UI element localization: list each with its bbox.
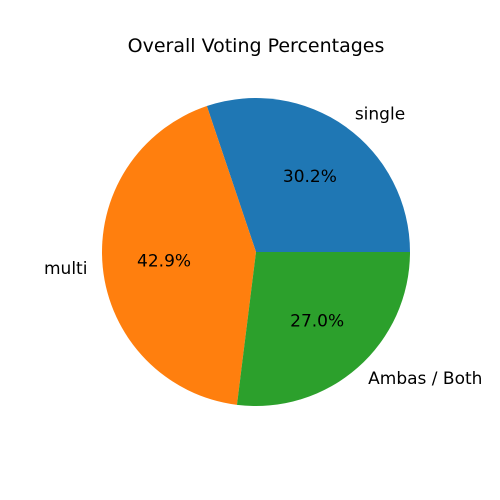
slice-percentage: 30.2%: [283, 167, 337, 187]
slice-label: Ambas / Both: [368, 369, 482, 389]
slice-percentage: 27.0%: [290, 311, 344, 331]
chart-title: Overall Voting Percentages: [128, 35, 385, 57]
slice-label: single: [355, 104, 405, 124]
pie-labels: single 30.2% multi 42.9% Ambas / Both 27.0%: [44, 104, 482, 389]
slice-label: multi: [44, 259, 87, 279]
pie-slice-ambas-both: [236, 252, 410, 406]
slice-percentage: 42.9%: [137, 251, 191, 271]
pie-slice-single: [206, 98, 410, 252]
pie-slice-multi: [102, 106, 256, 405]
pie-slices: [102, 98, 410, 406]
